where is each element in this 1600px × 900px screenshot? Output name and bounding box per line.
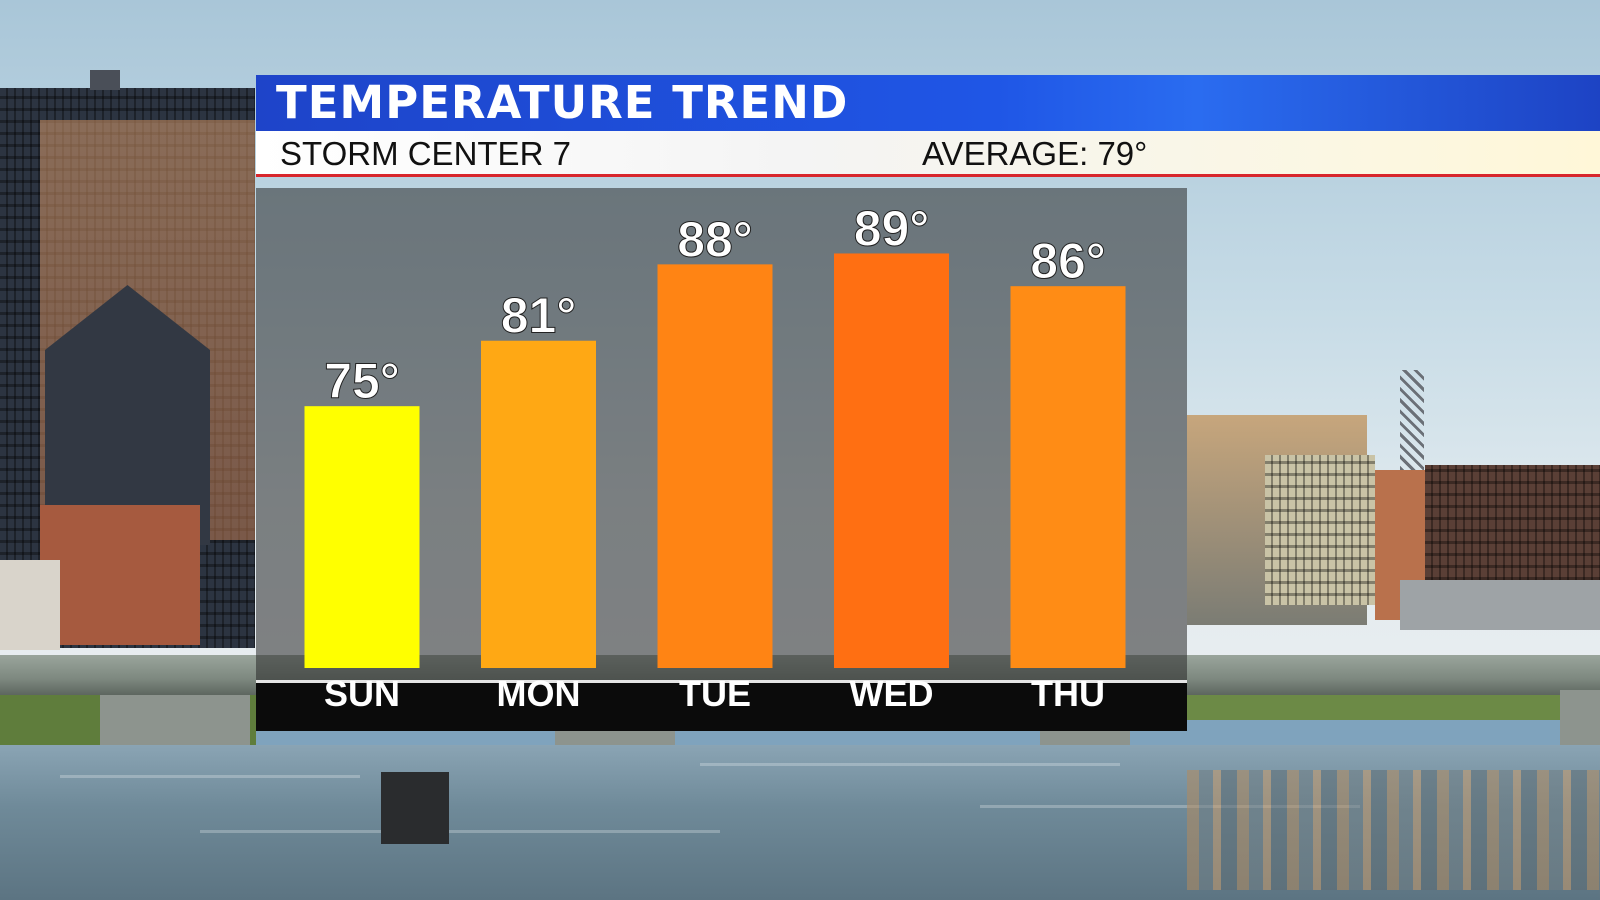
- data-label-wed: 89°: [854, 200, 930, 256]
- x-tick-mon: MON: [497, 673, 581, 714]
- chart-title: TEMPERATURE TREND: [276, 76, 849, 129]
- low-building: [1400, 580, 1600, 630]
- average-temperature: AVERAGE: 79°: [922, 135, 1148, 172]
- data-label-tue: 88°: [677, 211, 753, 267]
- station-name: STORM CENTER 7: [280, 135, 571, 172]
- bar-tue: [657, 264, 773, 668]
- office-block: [1265, 455, 1375, 605]
- rooftop-antenna: [90, 70, 120, 90]
- data-label-sun: 75°: [324, 353, 400, 409]
- white-arch-building: [0, 560, 60, 650]
- bar-mon: [481, 340, 596, 668]
- x-axis-strip: [256, 680, 1187, 731]
- pyramid-building: [45, 285, 210, 545]
- brick-building: [40, 505, 200, 645]
- bar-thu: [1010, 286, 1126, 668]
- water-pylon: [381, 772, 449, 844]
- x-tick-tue: TUE: [679, 673, 751, 714]
- x-tick-sun: SUN: [324, 673, 400, 714]
- x-tick-thu: THU: [1031, 673, 1105, 714]
- subtitle-bar: [256, 131, 1600, 177]
- x-tick-wed: WED: [850, 673, 934, 714]
- data-label-thu: 86°: [1030, 233, 1106, 289]
- title-banner: [256, 75, 1600, 131]
- radio-tower: [1400, 370, 1424, 470]
- river-reflection: [1187, 770, 1600, 890]
- bar-wed: [834, 253, 949, 669]
- data-label-mon: 81°: [501, 288, 577, 344]
- temperature-bar-chart: 75° SUN 81° MON 88° TUE 89° WED 86° THU: [304, 200, 1126, 714]
- bridge-pier: [100, 695, 250, 750]
- bar-sun: [304, 406, 420, 668]
